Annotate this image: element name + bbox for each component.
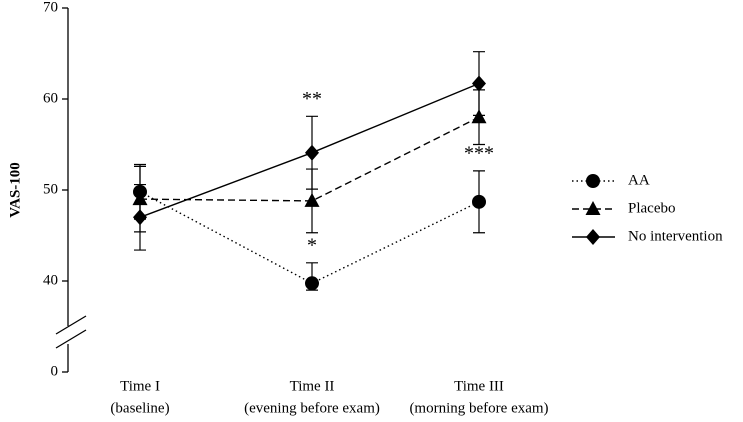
axis-break xyxy=(55,329,87,349)
y-axis-label: VAS-100 xyxy=(7,162,23,218)
data-point xyxy=(472,194,486,209)
x-tick-label: Time III xyxy=(454,378,504,394)
legend-label: No intervention xyxy=(628,228,723,244)
legend-label: AA xyxy=(628,172,650,188)
data-point xyxy=(305,276,319,291)
data-point xyxy=(471,109,487,124)
annotation: ** xyxy=(302,88,322,110)
y-tick-label: 60 xyxy=(43,90,58,106)
data-point xyxy=(133,209,147,226)
annotation: *** xyxy=(464,142,494,164)
y-tick-label: 50 xyxy=(43,181,58,197)
x-tick-label: Time II xyxy=(290,378,335,394)
axis-break xyxy=(55,315,87,335)
data-point xyxy=(305,144,319,161)
legend-marker xyxy=(585,201,601,215)
data-point xyxy=(472,75,486,92)
y-tick-label: 0 xyxy=(51,363,59,379)
legend-marker xyxy=(586,229,600,245)
legend-marker xyxy=(586,174,600,188)
series-line xyxy=(139,116,480,202)
x-tick-label: Time I xyxy=(120,378,160,394)
x-tick-label: (morning before exam) xyxy=(409,400,548,416)
annotation: * xyxy=(307,234,317,256)
x-tick-label: (baseline) xyxy=(110,400,169,416)
legend-label: Placebo xyxy=(628,200,675,216)
x-tick-label: (evening before exam) xyxy=(244,400,380,416)
y-tick-label: 70 xyxy=(43,0,58,15)
y-tick-label: 40 xyxy=(43,272,58,288)
data-point xyxy=(304,192,320,207)
